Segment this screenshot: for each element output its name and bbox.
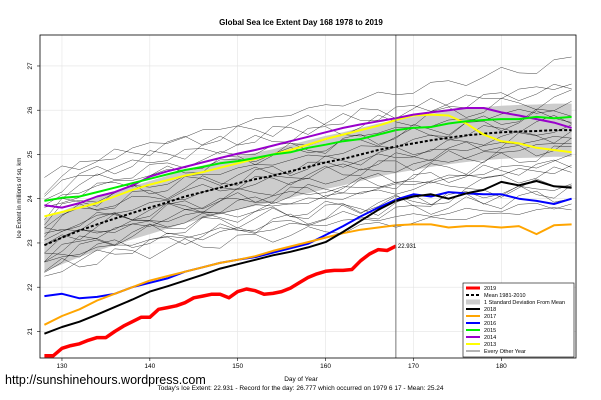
series-2019 [44, 244, 397, 358]
year-line [44, 89, 572, 197]
y-tick-label: 24 [27, 195, 34, 203]
y-tick-label: 23 [27, 239, 34, 247]
legend-label: 1 Standard Deviation From Mean [484, 300, 565, 306]
year-line [44, 83, 572, 201]
x-tick-label: 130 [57, 363, 68, 370]
year-line [44, 124, 572, 238]
y-tick-label: 27 [27, 62, 34, 70]
x-tick-label: 160 [320, 363, 331, 370]
year-line [44, 203, 572, 258]
footer-summary: Today's Ice Extent: 22.931 - Record for … [157, 385, 444, 392]
year-line [44, 190, 572, 263]
legend-box [462, 282, 575, 358]
year-line [44, 130, 572, 241]
legend-label: 2014 [484, 335, 496, 341]
year-line [44, 110, 572, 206]
year-line [44, 137, 572, 229]
year-line [44, 154, 572, 273]
y-tick-label: 25 [27, 150, 34, 158]
y-tick-label: 21 [27, 327, 34, 335]
year-line [44, 164, 572, 232]
chart-title: Global Sea Ice Extent Day 168 1978 to 20… [219, 18, 383, 27]
series-2018 [44, 180, 572, 335]
plot-frame [39, 34, 577, 359]
series-2015 [44, 115, 572, 202]
highlighted-series [43, 107, 572, 358]
legend-label: Mean 1981-2010 [484, 293, 526, 299]
site-url-watermark: http://sunshinehours.wordpress.com [5, 373, 206, 387]
year-line [44, 108, 572, 208]
series-2014 [44, 107, 572, 209]
legend-label: 2018 [484, 307, 496, 313]
x-tick-label: 140 [144, 363, 155, 370]
x-tick-label: 180 [496, 363, 507, 370]
year-line [44, 183, 572, 263]
legend-swatch [466, 299, 480, 305]
legend-label: 2019 [484, 286, 496, 292]
y-axis-label: Ice Extent in millions of sq. km [17, 158, 23, 239]
y-tick-label: 22 [27, 283, 34, 291]
legend-label: 2017 [484, 314, 496, 320]
x-axis-label: Day of Year [284, 376, 318, 383]
year-line [44, 83, 572, 178]
year-line [44, 56, 572, 195]
series-mean-1981-2010 [44, 129, 572, 247]
today-value-annotation: 22.931 [398, 244, 417, 250]
legend-label: 2016 [484, 321, 496, 327]
x-tick-label: 170 [408, 363, 419, 370]
legend-label: 2015 [484, 328, 496, 334]
x-tick-label: 150 [232, 363, 243, 370]
year-line [44, 207, 572, 272]
legend-label: Every Other Year [484, 349, 526, 355]
x-axis-ticks: 130 140 150 160 170 180 [57, 358, 507, 370]
legend-label: 2013 [484, 342, 496, 348]
y-tick-label: 26 [27, 106, 34, 114]
series-2017 [43, 223, 572, 326]
year-line [44, 166, 572, 254]
y-axis-ticks: 21 22 23 24 25 26 27 [27, 62, 40, 335]
year-line [44, 184, 572, 246]
series-2013 [44, 113, 572, 218]
